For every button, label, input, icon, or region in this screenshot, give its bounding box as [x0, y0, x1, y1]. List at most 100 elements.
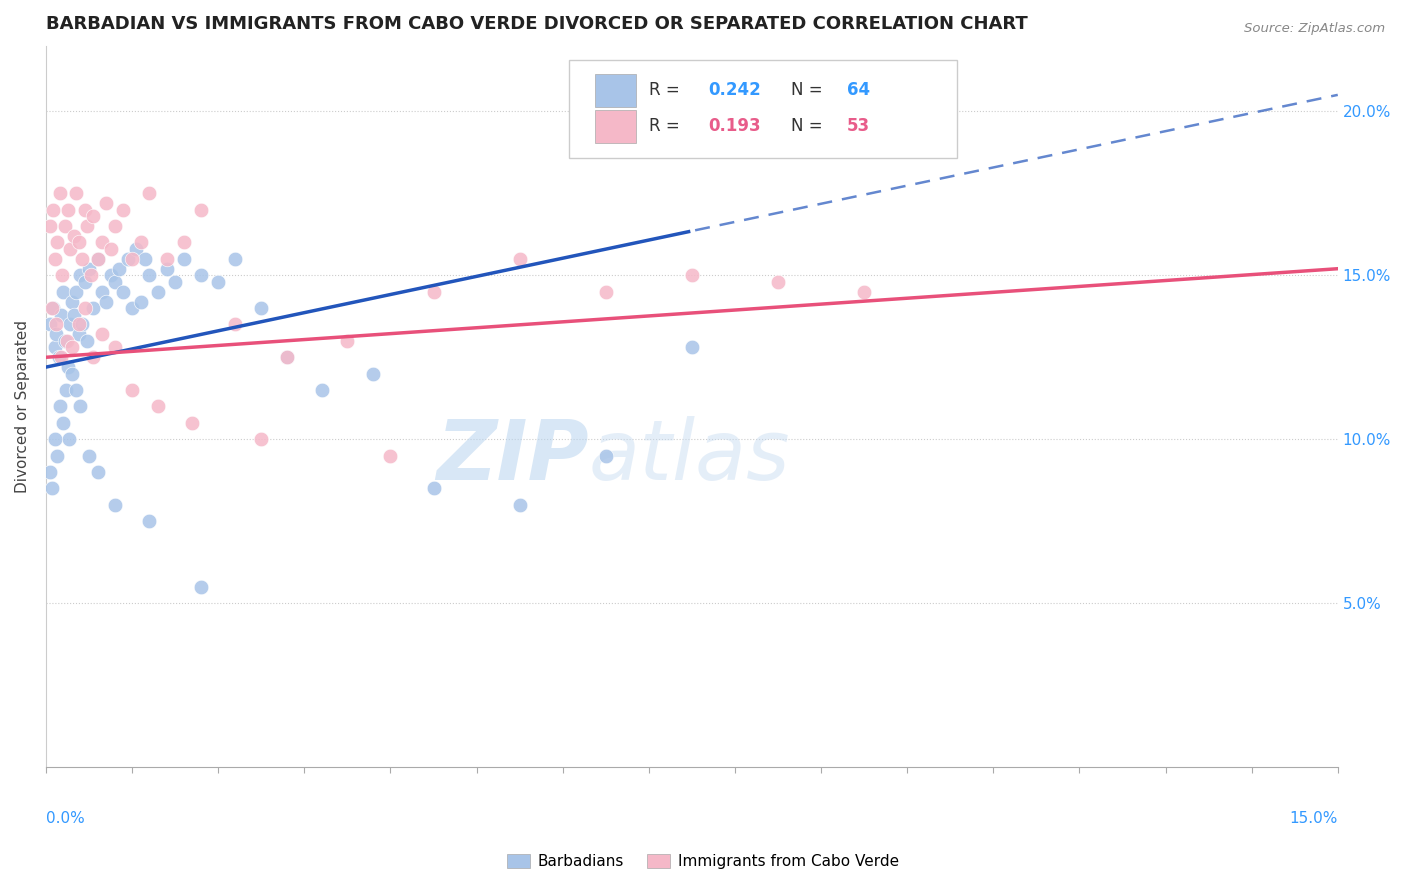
Point — [121, 252, 143, 266]
Text: ZIP: ZIP — [436, 417, 589, 498]
Point — [155, 261, 177, 276]
Point — [67, 318, 90, 332]
Point — [59, 318, 82, 332]
Point — [76, 334, 98, 348]
Point — [73, 202, 96, 217]
Point — [65, 383, 87, 397]
Point — [62, 308, 84, 322]
Point — [73, 301, 96, 315]
Point — [56, 202, 79, 217]
Point — [336, 334, 359, 348]
Point — [59, 242, 82, 256]
Point — [44, 252, 66, 266]
Point — [46, 449, 69, 463]
Point — [121, 301, 143, 315]
Point — [681, 268, 703, 283]
Text: 15.0%: 15.0% — [1289, 811, 1337, 826]
Point — [52, 416, 75, 430]
FancyBboxPatch shape — [595, 74, 637, 107]
Point — [77, 449, 100, 463]
Point — [276, 351, 298, 365]
Text: Source: ZipAtlas.com: Source: ZipAtlas.com — [1244, 22, 1385, 36]
Point — [82, 209, 104, 223]
Point — [509, 252, 531, 266]
Point — [250, 301, 273, 315]
Point — [422, 482, 444, 496]
Point — [39, 465, 62, 479]
Point — [422, 285, 444, 299]
Point — [65, 186, 87, 201]
FancyBboxPatch shape — [569, 60, 956, 158]
Point — [51, 308, 73, 322]
Point — [51, 351, 73, 365]
Point — [82, 351, 104, 365]
Point — [121, 383, 143, 397]
Point — [45, 327, 67, 342]
Point — [190, 580, 212, 594]
Point — [45, 318, 67, 332]
Point — [39, 318, 62, 332]
Point — [190, 202, 212, 217]
Point — [86, 465, 108, 479]
Point — [681, 340, 703, 354]
Point — [129, 235, 152, 250]
Point — [48, 400, 70, 414]
Point — [129, 294, 152, 309]
Point — [595, 449, 617, 463]
Point — [53, 219, 76, 233]
Point — [361, 367, 384, 381]
Point — [58, 432, 80, 446]
Point — [73, 275, 96, 289]
Point — [112, 285, 135, 299]
Point — [96, 196, 118, 211]
Text: 0.242: 0.242 — [709, 81, 762, 99]
Point — [595, 285, 617, 299]
Point — [104, 498, 127, 512]
Point — [134, 252, 156, 266]
Point — [77, 261, 100, 276]
Point — [112, 202, 135, 217]
Point — [46, 235, 69, 250]
Point — [380, 449, 402, 463]
Y-axis label: Divorced or Separated: Divorced or Separated — [15, 320, 30, 493]
Point — [56, 360, 79, 375]
Point — [224, 252, 246, 266]
Text: R =: R = — [650, 118, 685, 136]
Point — [80, 268, 103, 283]
Text: 0.0%: 0.0% — [46, 811, 84, 826]
Point — [69, 268, 91, 283]
Point — [276, 351, 298, 365]
Point — [76, 219, 98, 233]
Point — [104, 219, 127, 233]
Point — [62, 228, 84, 243]
Point — [766, 275, 789, 289]
Point — [55, 334, 77, 348]
Point — [311, 383, 333, 397]
Text: atlas: atlas — [589, 417, 790, 498]
Point — [100, 242, 122, 256]
Text: BARBADIAN VS IMMIGRANTS FROM CABO VERDE DIVORCED OR SEPARATED CORRELATION CHART: BARBADIAN VS IMMIGRANTS FROM CABO VERDE … — [46, 15, 1028, 33]
Point — [165, 275, 187, 289]
Point — [53, 334, 76, 348]
Text: N =: N = — [792, 118, 828, 136]
Point — [42, 202, 65, 217]
Point — [70, 318, 93, 332]
Point — [60, 294, 83, 309]
Text: R =: R = — [650, 81, 685, 99]
Point — [41, 301, 63, 315]
Point — [108, 261, 131, 276]
Point — [509, 498, 531, 512]
Point — [60, 367, 83, 381]
Point — [250, 432, 273, 446]
FancyBboxPatch shape — [595, 110, 637, 143]
Point — [96, 294, 118, 309]
Point — [125, 242, 148, 256]
Point — [67, 327, 90, 342]
Point — [82, 301, 104, 315]
Point — [52, 285, 75, 299]
Point — [39, 219, 62, 233]
Point — [91, 327, 114, 342]
Point — [48, 351, 70, 365]
Point — [155, 252, 177, 266]
Point — [117, 252, 139, 266]
